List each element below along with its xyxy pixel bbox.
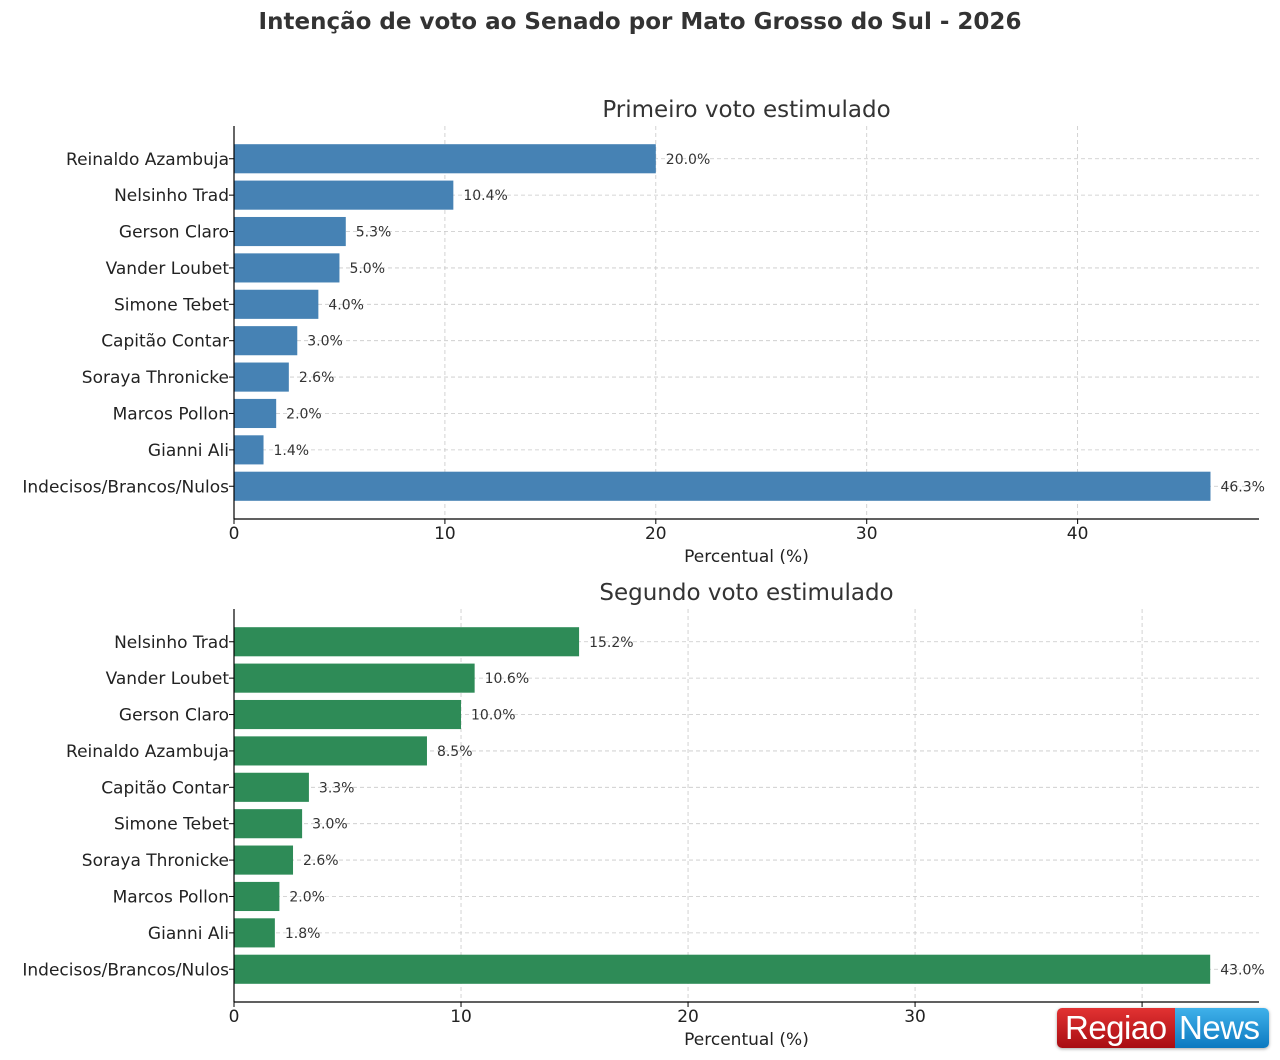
category-label: Vander Loubet: [106, 669, 230, 689]
regiao-news-logo: Regiao News: [1057, 1008, 1269, 1048]
data-label: 10.6%: [485, 671, 529, 687]
category-label: Marcos Pollon: [113, 404, 229, 424]
chart-panel-primeiro-voto: Primeiro voto estimulado 0 10 20 30 40 Reinald…: [22, 97, 1265, 567]
x-tick-label: 40: [1067, 524, 1089, 544]
x-tick-label: 30: [856, 524, 878, 544]
subplot-title: Primeiro voto estimulado: [602, 97, 890, 123]
bar-gerson-claro: [234, 699, 462, 730]
category-label: Gerson Claro: [119, 223, 229, 243]
data-label: 43.0%: [1220, 962, 1264, 978]
category-label: Nelsinho Trad: [114, 186, 229, 206]
x-tick-label: 20: [645, 524, 667, 544]
bar-vander-loubet: [234, 663, 475, 693]
category-label: Gianni Ali: [148, 441, 229, 461]
data-label: 5.0%: [349, 261, 385, 277]
subplot-title: Segundo voto estimulado: [599, 580, 893, 606]
data-label: 5.3%: [356, 225, 392, 241]
category-label: Marcos Pollon: [113, 887, 229, 907]
data-label: 20.0%: [666, 152, 710, 168]
chart-panel-segundo-voto: Segundo voto estimulado010203040Nelsinho…: [22, 580, 1264, 1050]
bar-capitao-contar: [234, 772, 309, 802]
bar-capitao-contar: [234, 326, 298, 356]
bar-marcos-pollon: [234, 398, 277, 429]
bar-gianni-ali: [234, 435, 264, 465]
bar-reinaldo-azambuja: [234, 736, 427, 766]
data-label: 2.6%: [303, 853, 339, 869]
bar-gianni-ali: [234, 918, 275, 948]
bar-indecisos-brancos-nulos: [234, 471, 1211, 501]
bar-nelsinho-trad: [234, 180, 454, 210]
data-label: 2.0%: [286, 406, 322, 422]
data-label: 46.3%: [1220, 479, 1264, 495]
category-label: Nelsinho Trad: [114, 633, 229, 653]
bar-soraya-thronicke: [234, 845, 294, 875]
category-label: Indecisos/Brancos/Nulos: [22, 960, 229, 980]
x-tick-label: 20: [677, 1007, 699, 1027]
bar-soraya-thronicke: [234, 362, 289, 392]
logo-part-2: News: [1175, 1008, 1269, 1048]
bar-indecisos-brancos-nulos: [234, 954, 1211, 984]
logo-part-1: Regiao: [1057, 1008, 1175, 1048]
figure-title: Intenção de voto ao Senado por Mato Gros…: [259, 9, 1022, 35]
data-label: 1.8%: [285, 926, 321, 942]
bar-gerson-claro: [234, 216, 346, 247]
bar-simone-tebet: [234, 289, 319, 319]
bar-nelsinho-trad: [234, 627, 580, 657]
category-label: Reinaldo Azambuja: [66, 150, 229, 170]
x-axis-label: Percentual (%): [684, 547, 809, 567]
x-tick-label: 10: [434, 524, 456, 544]
data-label: 2.0%: [289, 889, 325, 905]
category-label: Simone Tebet: [114, 295, 229, 315]
x-axis-label: Percentual (%): [684, 1030, 809, 1050]
data-label: 3.3%: [319, 780, 355, 796]
x-tick-label: 0: [229, 524, 240, 544]
bar-simone-tebet: [234, 809, 303, 839]
data-label: 4.0%: [328, 297, 364, 313]
category-label: Simone Tebet: [114, 815, 229, 835]
category-label: Soraya Thronicke: [82, 368, 229, 388]
category-label: Gerson Claro: [119, 706, 229, 726]
category-label: Soraya Thronicke: [82, 851, 229, 871]
bar-marcos-pollon: [234, 881, 280, 912]
bar-reinaldo-azambuja: [234, 144, 656, 174]
data-label: 15.2%: [589, 635, 633, 651]
data-label: 1.4%: [274, 443, 310, 459]
x-tick-label: 0: [229, 1007, 240, 1027]
data-label: 10.4%: [463, 188, 507, 204]
data-label: 10.0%: [471, 708, 515, 724]
category-label: Gianni Ali: [148, 924, 229, 944]
category-label: Vander Loubet: [106, 259, 230, 279]
category-label: Reinaldo Azambuja: [66, 742, 229, 762]
data-label: 3.0%: [307, 334, 343, 350]
x-tick-label: 10: [450, 1007, 472, 1027]
bar-vander-loubet: [234, 253, 340, 283]
x-tick-label: 30: [904, 1007, 926, 1027]
data-label: 3.0%: [312, 817, 348, 833]
data-label: 2.6%: [299, 370, 335, 386]
category-label: Capitão Contar: [101, 778, 229, 798]
category-label: Indecisos/Brancos/Nulos: [22, 477, 229, 497]
data-label: 8.5%: [437, 744, 473, 760]
category-label: Capitão Contar: [101, 332, 229, 352]
